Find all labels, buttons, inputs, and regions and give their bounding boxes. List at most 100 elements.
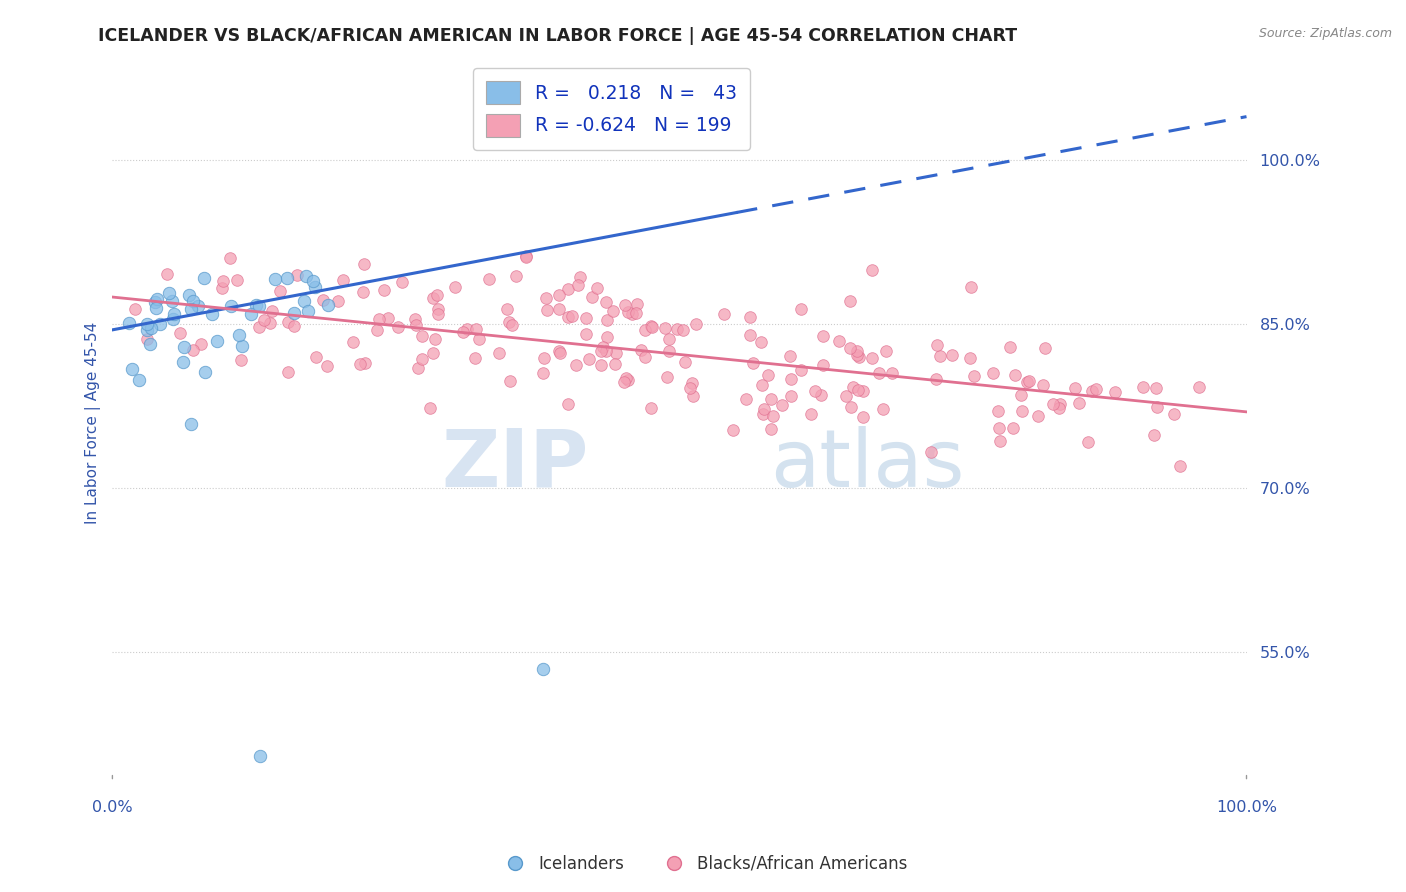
Point [741,356,763,370]
Point [591,358,613,372]
Point [800,407,823,421]
Point [1069,396,1091,410]
Point [779,372,801,386]
Point [411,328,433,343]
Point [1163,407,1185,421]
Point [673,355,696,369]
Point [146,292,169,306]
Point [138,337,160,351]
Point [498,315,520,329]
Point [157,286,180,301]
Point [301,274,323,288]
Point [654,321,676,335]
Text: ICELANDER VS BLACK/AFRICAN AMERICAN IN LABOR FORCE | AGE 45-54 CORRELATION CHART: ICELANDER VS BLACK/AFRICAN AMERICAN IN L… [98,27,1018,45]
Point [1063,381,1085,395]
Point [277,365,299,379]
Point [762,409,785,423]
Point [228,327,250,342]
Point [377,310,399,325]
Point [259,316,281,330]
Point [315,359,337,373]
Point [685,318,707,332]
Point [581,290,603,304]
Point [427,302,450,317]
Point [780,389,803,403]
Point [121,361,143,376]
Point [860,263,883,277]
Point [262,304,284,318]
Point [959,351,981,365]
Point [804,384,827,398]
Point [876,343,898,358]
Point [561,309,583,323]
Point [852,409,875,424]
Point [143,294,166,309]
Point [941,348,963,362]
Point [231,338,253,352]
Point [882,366,904,380]
Point [868,367,890,381]
Point [297,303,319,318]
Point [531,366,554,380]
Point [128,373,150,387]
Legend: Icelanders, Blacks/African Americans: Icelanders, Blacks/African Americans [492,848,914,880]
Point [373,283,395,297]
Point [575,327,598,342]
Point [531,662,554,676]
Point [468,332,491,346]
Point [136,323,159,337]
Point [557,397,579,411]
Point [135,332,157,346]
Point [838,341,860,355]
Point [304,280,326,294]
Point [332,273,354,287]
Point [1018,374,1040,388]
Point [181,293,204,308]
Point [249,749,271,764]
Point [1085,383,1108,397]
Point [1146,400,1168,414]
Point [1002,420,1025,434]
Point [790,302,813,317]
Point [752,407,775,421]
Point [1143,428,1166,442]
Point [759,422,782,436]
Point [353,355,375,369]
Point [1132,380,1154,394]
Point [411,352,433,367]
Point [640,318,662,333]
Point [451,326,474,340]
Point [426,287,449,301]
Point [811,358,834,372]
Point [218,251,240,265]
Point [928,350,950,364]
Point [872,402,894,417]
Point [124,302,146,317]
Point [565,358,588,372]
Point [1026,409,1049,423]
Point [391,275,413,289]
Point [1081,384,1104,399]
Point [1047,401,1070,415]
Point [617,373,640,387]
Point [586,281,609,295]
Point [988,434,1011,448]
Point [515,249,537,263]
Point [548,301,571,316]
Point [920,444,942,458]
Point [536,303,558,318]
Text: atlas: atlas [770,425,965,504]
Point [367,312,389,326]
Point [404,312,426,326]
Point [756,368,779,382]
Point [603,357,626,371]
Text: ZIP: ZIP [441,425,589,504]
Point [162,311,184,326]
Point [534,291,557,305]
Point [488,346,510,360]
Point [187,299,209,313]
Point [1017,375,1039,389]
Point [240,307,263,321]
Y-axis label: In Labor Force | Age 45-54: In Labor Force | Age 45-54 [86,322,101,524]
Point [349,357,371,371]
